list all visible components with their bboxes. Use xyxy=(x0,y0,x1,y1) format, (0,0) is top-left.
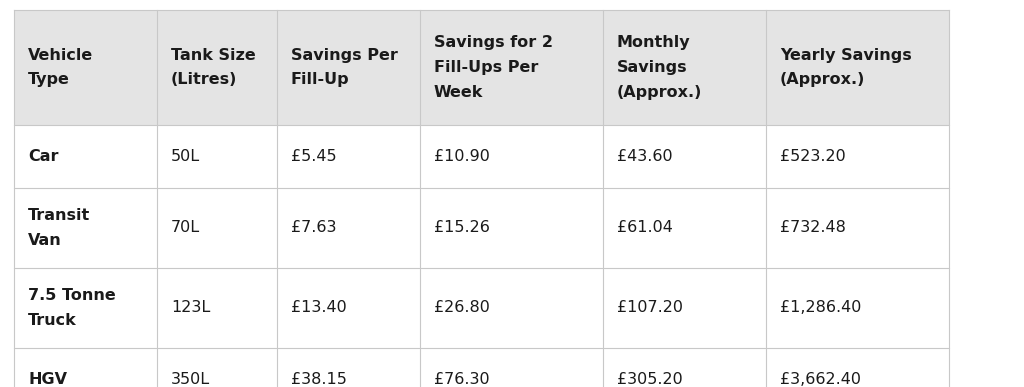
Bar xyxy=(14,188,949,268)
Text: 7.5 Tonne
Truck: 7.5 Tonne Truck xyxy=(28,288,116,328)
Text: £7.63: £7.63 xyxy=(291,221,337,236)
Bar xyxy=(14,348,949,387)
Text: Transit
Van: Transit Van xyxy=(28,208,90,248)
Text: Car: Car xyxy=(28,149,58,164)
Text: £523.20: £523.20 xyxy=(780,149,846,164)
Text: Monthly
Savings
(Approx.): Monthly Savings (Approx.) xyxy=(617,35,702,99)
Text: £732.48: £732.48 xyxy=(780,221,846,236)
Text: HGV: HGV xyxy=(28,372,67,387)
Text: 350L: 350L xyxy=(171,372,210,387)
Text: £38.15: £38.15 xyxy=(291,372,347,387)
Text: Tank Size
(Litres): Tank Size (Litres) xyxy=(171,48,256,87)
Text: £26.80: £26.80 xyxy=(434,300,489,315)
Text: £305.20: £305.20 xyxy=(617,372,683,387)
Text: 70L: 70L xyxy=(171,221,200,236)
Text: £10.90: £10.90 xyxy=(434,149,489,164)
Text: £107.20: £107.20 xyxy=(617,300,683,315)
Text: 50L: 50L xyxy=(171,149,200,164)
Text: £5.45: £5.45 xyxy=(291,149,337,164)
Text: Yearly Savings
(Approx.): Yearly Savings (Approx.) xyxy=(780,48,911,87)
Text: Vehicle
Type: Vehicle Type xyxy=(28,48,93,87)
Text: £61.04: £61.04 xyxy=(617,221,673,236)
Text: £1,286.40: £1,286.40 xyxy=(780,300,861,315)
Text: £3,662.40: £3,662.40 xyxy=(780,372,861,387)
Text: 123L: 123L xyxy=(171,300,210,315)
Bar xyxy=(14,125,949,188)
Text: Savings Per
Fill-Up: Savings Per Fill-Up xyxy=(291,48,398,87)
Text: £76.30: £76.30 xyxy=(434,372,489,387)
Bar xyxy=(14,10,949,125)
Text: £13.40: £13.40 xyxy=(291,300,347,315)
Text: Savings for 2
Fill-Ups Per
Week: Savings for 2 Fill-Ups Per Week xyxy=(434,35,553,99)
Bar xyxy=(14,268,949,348)
Text: £43.60: £43.60 xyxy=(617,149,673,164)
Text: £15.26: £15.26 xyxy=(434,221,489,236)
